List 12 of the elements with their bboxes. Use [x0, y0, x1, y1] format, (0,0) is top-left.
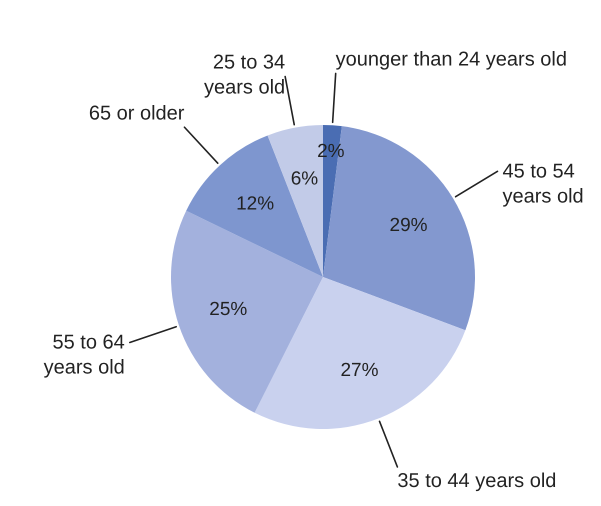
slice-label: 55 to 64 years old — [44, 331, 125, 378]
data-label: 25% — [209, 299, 248, 320]
data-label: 12% — [236, 194, 274, 215]
pie-slice — [171, 210, 323, 413]
data-label: 27% — [340, 360, 379, 382]
slice-label: younger than 24 years old — [336, 48, 567, 70]
slice-label: 25 to 34 years old — [204, 52, 286, 99]
slice-label: 65 or older — [88, 102, 185, 124]
data-label: 29% — [390, 215, 428, 236]
slice-label: 35 to 44 years old — [397, 470, 556, 492]
slice-label: 45 to 54 years old — [502, 160, 584, 208]
data-label: 6% — [290, 168, 318, 190]
